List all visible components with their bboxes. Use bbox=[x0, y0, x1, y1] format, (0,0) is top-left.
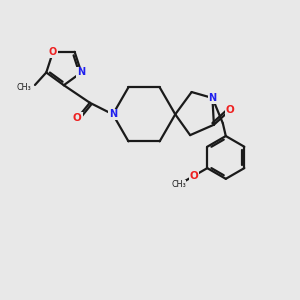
Text: CH₃: CH₃ bbox=[17, 83, 32, 92]
Text: N: N bbox=[109, 109, 117, 119]
Text: O: O bbox=[226, 105, 235, 115]
Text: O: O bbox=[49, 47, 57, 57]
Text: CH₃: CH₃ bbox=[171, 180, 186, 189]
Text: N: N bbox=[208, 93, 217, 103]
Text: O: O bbox=[190, 171, 198, 181]
Text: N: N bbox=[77, 68, 86, 77]
Text: O: O bbox=[73, 113, 82, 123]
